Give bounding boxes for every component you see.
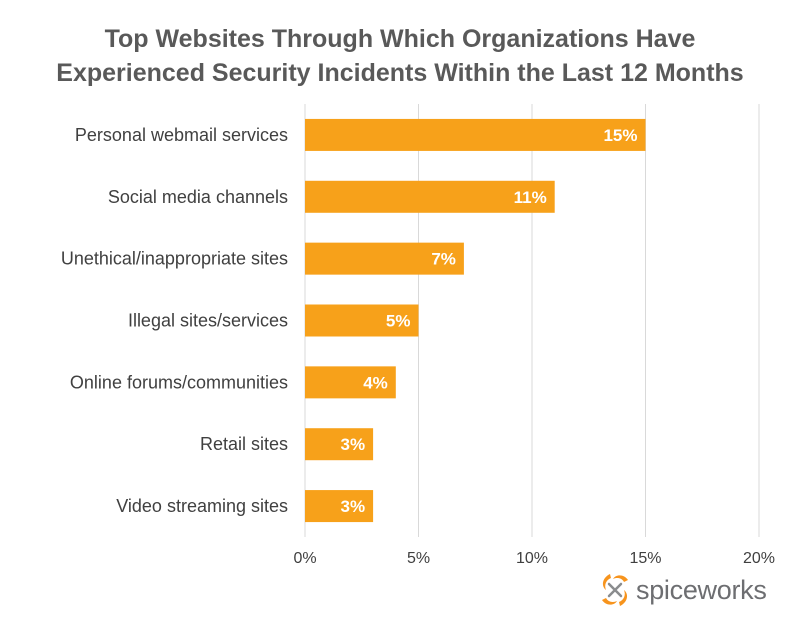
spiceworks-logo: spiceworks (598, 572, 767, 608)
category-label: Video streaming sites (116, 496, 288, 516)
spiceworks-icon (602, 574, 628, 606)
data-label: 3% (341, 435, 366, 454)
chart-title-line-2: Experienced Security Incidents Within th… (56, 59, 744, 87)
chart-title-line-1: Top Websites Through Which Organizations… (104, 25, 696, 53)
bar (305, 304, 419, 337)
category-label: Online forums/communities (70, 372, 288, 392)
x-tick-label: 5% (407, 550, 430, 567)
bar (305, 428, 374, 461)
data-label: 3% (341, 497, 366, 516)
category-label: Unethical/inappropriate sites (61, 249, 288, 269)
x-tick-label: 10% (516, 550, 548, 567)
x-tick-label: 0% (293, 550, 316, 567)
bar (305, 242, 464, 275)
data-label: 4% (363, 373, 388, 392)
data-label: 5% (386, 312, 411, 331)
category-label: Social media channels (108, 187, 288, 207)
chart-title: Top Websites Through Which Organizations… (0, 22, 800, 90)
category-label: Illegal sites/services (128, 311, 288, 331)
data-label: 7% (431, 250, 456, 269)
category-label: Retail sites (200, 434, 288, 454)
bar (305, 490, 374, 523)
data-label: 15% (603, 126, 637, 145)
x-tick-label: 20% (743, 550, 775, 567)
brand-name: spiceworks (636, 574, 767, 605)
bar (305, 118, 646, 151)
data-label: 11% (514, 188, 547, 207)
x-tick-label: 15% (629, 550, 661, 567)
bar (305, 180, 555, 213)
bar (305, 366, 396, 399)
category-label: Personal webmail services (75, 125, 288, 145)
